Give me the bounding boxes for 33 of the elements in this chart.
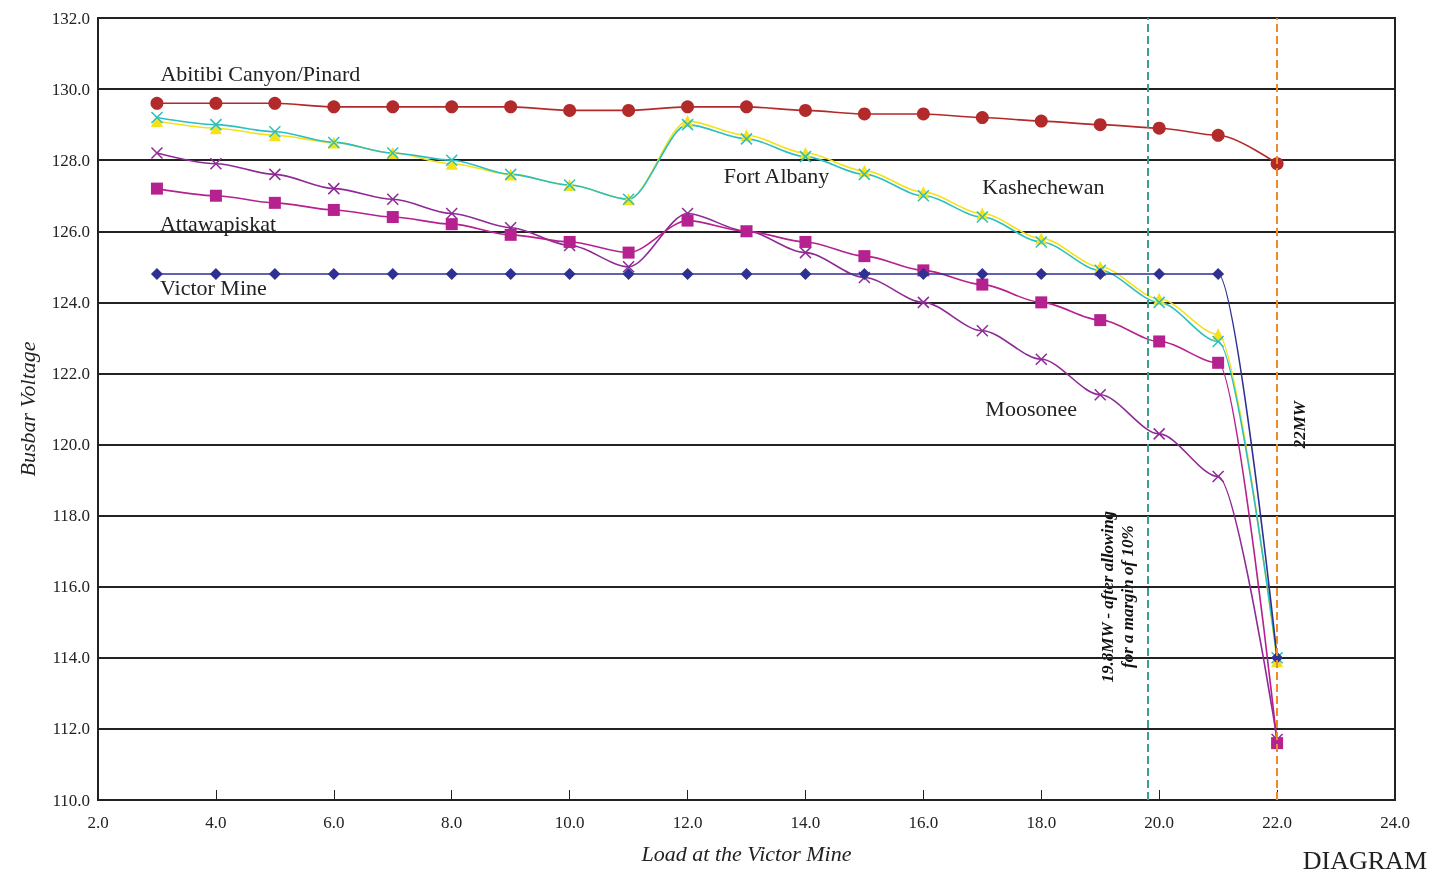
y-axis-title: Busbar Voltage xyxy=(14,341,40,477)
y-tick-label: 130.0 xyxy=(51,79,90,99)
x-tick-label: 18.0 xyxy=(1026,813,1057,832)
series-label: Fort Albany xyxy=(723,162,830,188)
x-tick-label: 24.0 xyxy=(1380,813,1410,832)
series-label: Attawapiskat xyxy=(159,211,277,237)
y-tick-label: 126.0 xyxy=(51,221,90,241)
x-tick-label: 6.0 xyxy=(323,813,345,832)
series-label: Victor Mine xyxy=(159,275,267,301)
x-tick-label: 20.0 xyxy=(1144,813,1175,832)
x-tick-label: 4.0 xyxy=(205,813,227,832)
x-tick-label: 10.0 xyxy=(554,813,585,832)
series-label: Moosonee xyxy=(985,396,1077,422)
text: DIAGRAM xyxy=(1302,845,1428,875)
series-label: Kashechewan xyxy=(982,173,1105,199)
y-tick-label: 118.0 xyxy=(52,506,90,526)
series-label: Abitibi Canyon/Pinard xyxy=(160,60,361,86)
x-tick-label: 22.0 xyxy=(1262,813,1292,832)
y-tick-label: 112.0 xyxy=(52,719,90,739)
y-tick-label: 114.0 xyxy=(52,648,90,668)
y-tick-label: 132.0 xyxy=(51,8,90,28)
y-tick-label: 128.0 xyxy=(51,150,90,170)
x-tick-label: 14.0 xyxy=(790,813,821,832)
y-tick-label: 116.0 xyxy=(52,577,90,597)
y-tick-label: 122.0 xyxy=(51,363,90,383)
x-tick-label: 12.0 xyxy=(672,813,703,832)
y-tick-label: 120.0 xyxy=(51,435,90,455)
y-tick-label: 110.0 xyxy=(52,790,90,810)
y-tick-label: 124.0 xyxy=(51,292,90,312)
x-tick-label: 2.0 xyxy=(87,813,109,832)
x-tick-label: 16.0 xyxy=(908,813,939,832)
x-tick-label: 8.0 xyxy=(441,813,463,832)
x-axis-title: Load at the Victor Mine xyxy=(640,840,852,866)
